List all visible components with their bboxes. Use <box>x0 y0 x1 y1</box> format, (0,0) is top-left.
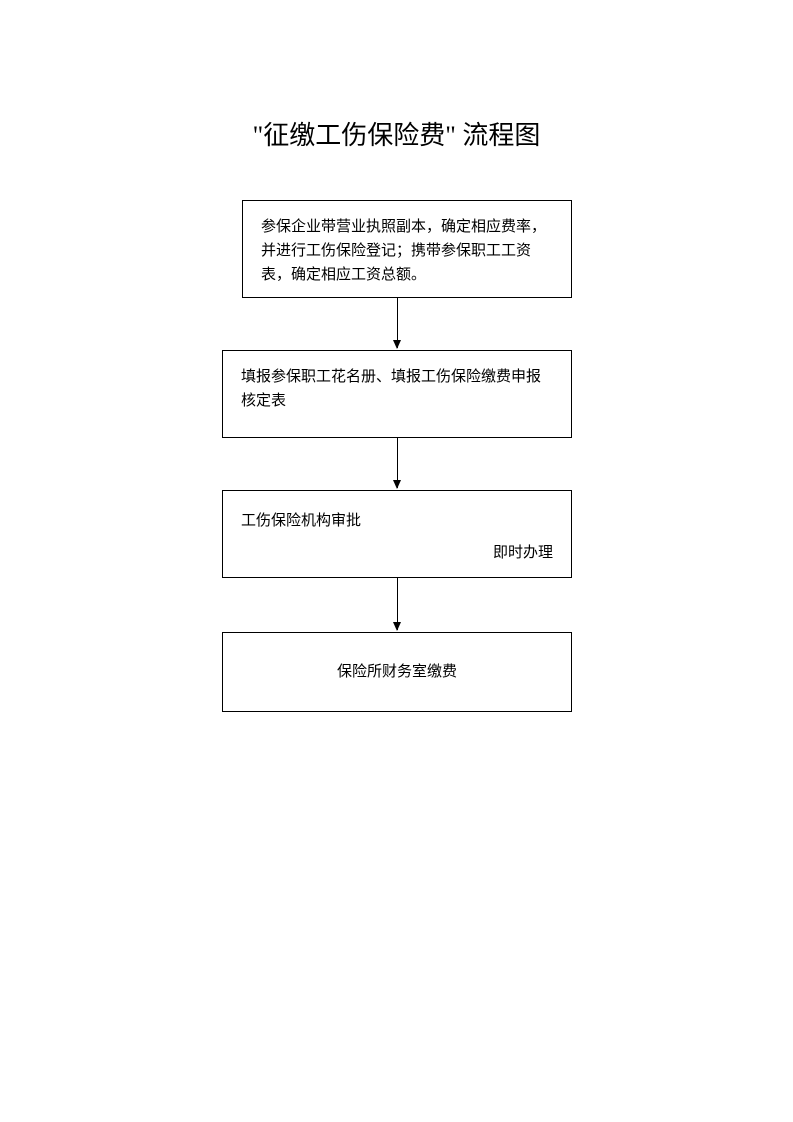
flowchart-arrow-3 <box>397 578 398 630</box>
node-note: 即时办理 <box>493 541 553 565</box>
flowchart-node-step2: 填报参保职工花名册、填报工伤保险缴费申报核定表 <box>222 350 572 438</box>
flowchart-arrow-1 <box>397 298 398 348</box>
flowchart-arrow-2 <box>397 438 398 488</box>
flowchart-node-step3: 工伤保险机构审批 即时办理 <box>222 490 572 578</box>
flowchart-node-step1: 参保企业带营业执照副本，确定相应费率，并进行工伤保险登记；携带参保职工工资表，确… <box>242 200 572 298</box>
page-title: "征缴工伤保险费" 流程图 <box>0 115 793 152</box>
node-text: 参保企业带营业执照副本，确定相应费率，并进行工伤保险登记；携带参保职工工资表，确… <box>261 219 546 283</box>
node-text: 保险所财务室缴费 <box>337 660 457 684</box>
node-text: 工伤保险机构审批 <box>241 513 361 529</box>
flowchart-node-step4: 保险所财务室缴费 <box>222 632 572 712</box>
node-text: 填报参保职工花名册、填报工伤保险缴费申报核定表 <box>241 369 541 409</box>
